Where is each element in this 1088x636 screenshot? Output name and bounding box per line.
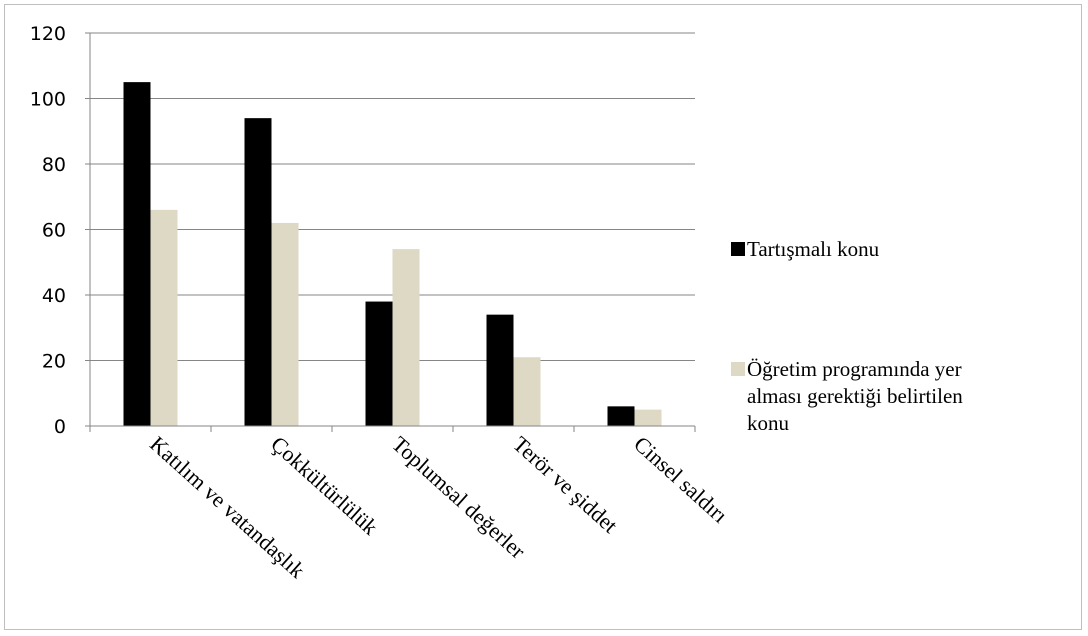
bar-tartismali-konu	[607, 406, 635, 426]
bar-tartismali-konu	[365, 301, 393, 426]
chart-frame	[4, 4, 1082, 630]
bar-tartismali-konu	[486, 314, 514, 426]
y-tick-label: 120	[30, 23, 66, 45]
y-axis-tick-labels: 0 20 40 60 80 100 120	[30, 23, 66, 438]
bar-ogretim-programi	[634, 409, 662, 426]
gridlines	[85, 32, 695, 427]
x-category-label: Çokkültürlülük	[266, 431, 383, 540]
bar-ogretim-programi	[513, 357, 541, 426]
bar-tartismali-konu	[123, 82, 151, 426]
y-tick-label: 20	[42, 351, 66, 373]
legend-swatch	[731, 362, 745, 376]
axes	[89, 33, 696, 432]
bar-ogretim-programi	[392, 249, 420, 426]
y-tick-label: 40	[42, 285, 66, 307]
legend-label: alması gerektiği belirtilen	[747, 384, 963, 408]
x-category-label: Toplumsal değerler	[387, 431, 531, 564]
legend-swatch	[731, 242, 745, 256]
y-tick-label: 100	[30, 89, 66, 111]
x-category-label: Terör ve şiddet	[508, 431, 623, 538]
bar-ogretim-programi	[271, 222, 299, 426]
x-category-label: Cinsel saldırı	[629, 431, 732, 528]
legend-label: Tartışmalı konu	[747, 237, 880, 261]
y-tick-label: 60	[42, 220, 66, 242]
legend-label: konu	[747, 411, 790, 435]
bar-ogretim-programi	[150, 209, 178, 426]
legend: Tartışmalı konu Öğretim programında yer al…	[731, 237, 963, 435]
legend-label: Öğretim programında yer	[747, 357, 962, 381]
y-tick-label: 80	[42, 154, 66, 176]
y-tick-label: 0	[54, 416, 66, 438]
bars	[123, 82, 662, 427]
bar-tartismali-konu	[244, 118, 272, 427]
